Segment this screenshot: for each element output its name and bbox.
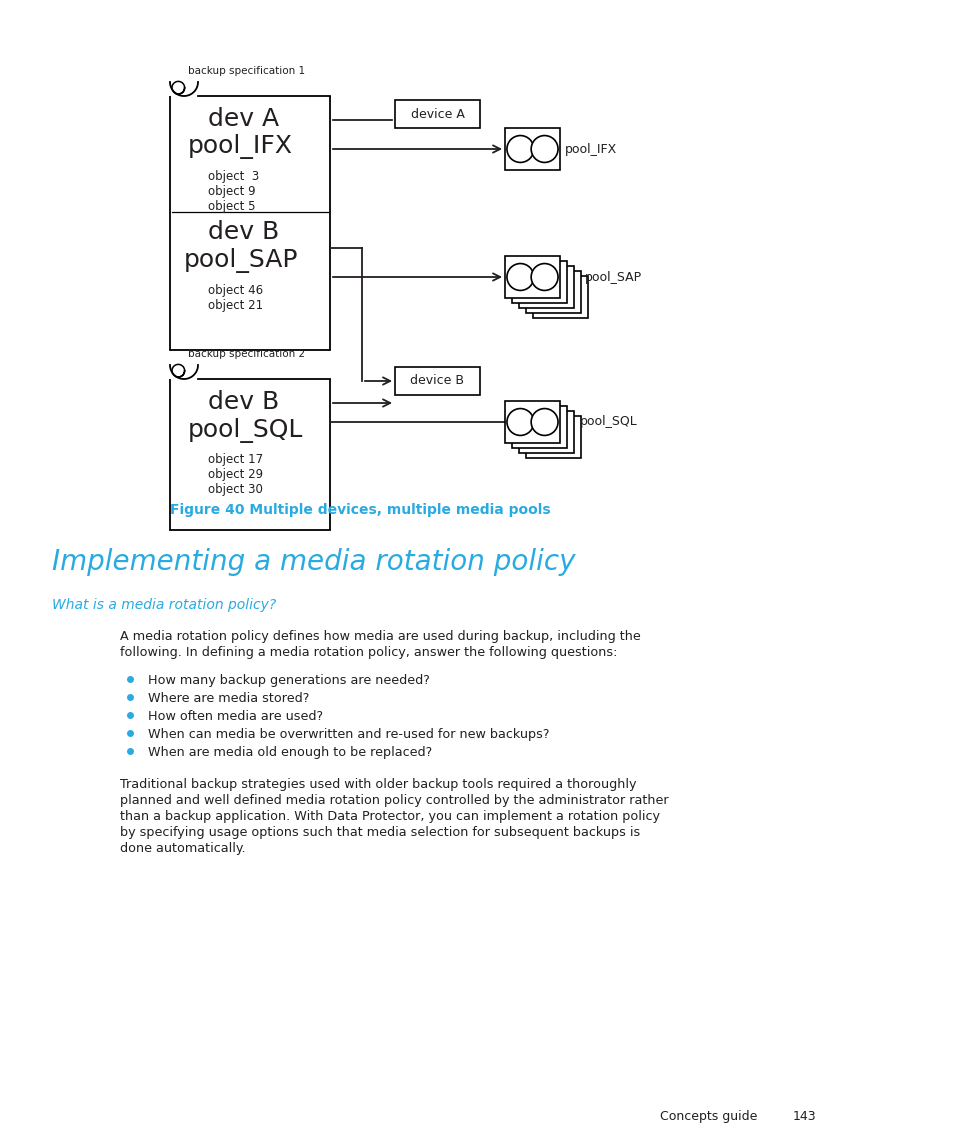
Text: When can media be overwritten and re-used for new backups?: When can media be overwritten and re-use… bbox=[148, 728, 549, 741]
Text: Traditional backup strategies used with older backup tools required a thoroughly: Traditional backup strategies used with … bbox=[120, 777, 636, 791]
Circle shape bbox=[506, 409, 534, 435]
FancyBboxPatch shape bbox=[533, 276, 587, 318]
Text: following. In defining a media rotation policy, answer the following questions:: following. In defining a media rotation … bbox=[120, 646, 617, 660]
Text: object 29: object 29 bbox=[208, 468, 263, 481]
Text: backup specification 2: backup specification 2 bbox=[188, 349, 305, 360]
Text: object 17: object 17 bbox=[208, 453, 263, 466]
FancyBboxPatch shape bbox=[512, 261, 566, 303]
Text: object 9: object 9 bbox=[208, 185, 255, 198]
FancyBboxPatch shape bbox=[504, 128, 559, 169]
Text: Figure 40 Multiple devices, multiple media pools: Figure 40 Multiple devices, multiple med… bbox=[170, 503, 550, 518]
FancyBboxPatch shape bbox=[518, 266, 574, 308]
Text: object 5: object 5 bbox=[208, 200, 255, 213]
Text: 143: 143 bbox=[792, 1110, 816, 1123]
Text: When are media old enough to be replaced?: When are media old enough to be replaced… bbox=[148, 747, 432, 759]
Text: How many backup generations are needed?: How many backup generations are needed? bbox=[148, 674, 430, 687]
Circle shape bbox=[531, 135, 558, 163]
Text: A media rotation policy defines how media are used during backup, including the: A media rotation policy defines how medi… bbox=[120, 630, 640, 643]
Text: dev A: dev A bbox=[208, 106, 279, 131]
FancyBboxPatch shape bbox=[395, 100, 479, 128]
Text: Implementing a media rotation policy: Implementing a media rotation policy bbox=[52, 548, 575, 576]
Text: pool_IFX: pool_IFX bbox=[188, 134, 293, 159]
Text: How often media are used?: How often media are used? bbox=[148, 710, 323, 722]
FancyBboxPatch shape bbox=[518, 411, 574, 453]
Text: than a backup application. With Data Protector, you can implement a rotation pol: than a backup application. With Data Pro… bbox=[120, 810, 659, 823]
Circle shape bbox=[506, 263, 534, 291]
Text: backup specification 1: backup specification 1 bbox=[188, 66, 305, 76]
Text: dev B: dev B bbox=[208, 220, 279, 244]
Text: device A: device A bbox=[410, 108, 464, 120]
FancyBboxPatch shape bbox=[525, 271, 580, 313]
Text: pool_SQL: pool_SQL bbox=[188, 418, 303, 443]
Text: object 46: object 46 bbox=[208, 284, 263, 297]
Text: pool_IFX: pool_IFX bbox=[564, 142, 617, 156]
FancyBboxPatch shape bbox=[512, 406, 566, 448]
FancyBboxPatch shape bbox=[395, 368, 479, 395]
Circle shape bbox=[531, 409, 558, 435]
Text: device B: device B bbox=[410, 374, 464, 387]
Text: by specifying usage options such that media selection for subsequent backups is: by specifying usage options such that me… bbox=[120, 826, 639, 839]
Text: planned and well defined media rotation policy controlled by the administrator r: planned and well defined media rotation … bbox=[120, 793, 668, 807]
Circle shape bbox=[531, 263, 558, 291]
FancyBboxPatch shape bbox=[525, 416, 580, 458]
Text: object 21: object 21 bbox=[208, 299, 263, 311]
Text: Concepts guide: Concepts guide bbox=[659, 1110, 757, 1123]
FancyBboxPatch shape bbox=[504, 256, 559, 298]
Text: done automatically.: done automatically. bbox=[120, 842, 245, 855]
Circle shape bbox=[506, 135, 534, 163]
Text: object 30: object 30 bbox=[208, 483, 263, 496]
Text: object  3: object 3 bbox=[208, 169, 259, 183]
Text: pool_SAP: pool_SAP bbox=[584, 270, 641, 284]
Text: pool_SAP: pool_SAP bbox=[184, 248, 298, 273]
FancyBboxPatch shape bbox=[504, 401, 559, 443]
Text: Where are media stored?: Where are media stored? bbox=[148, 692, 309, 705]
Text: dev B: dev B bbox=[208, 390, 279, 414]
Text: What is a media rotation policy?: What is a media rotation policy? bbox=[52, 598, 276, 611]
Text: pool_SQL: pool_SQL bbox=[579, 416, 638, 428]
